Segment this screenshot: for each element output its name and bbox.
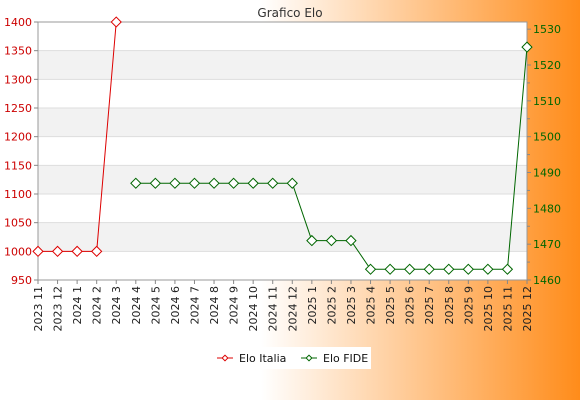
grid-band bbox=[38, 165, 527, 194]
x-tick-label: 2023 12 bbox=[52, 286, 65, 332]
data-point bbox=[32, 245, 44, 257]
legend-swatch-marker bbox=[221, 354, 229, 362]
x-tick-label: 2024 10 bbox=[247, 286, 260, 332]
y-left-tick-label: 1100 bbox=[4, 188, 32, 201]
y-left-tick-label: 1250 bbox=[4, 102, 32, 115]
y-left-tick-label: 1150 bbox=[4, 159, 32, 172]
y-left-tick-label: 1000 bbox=[4, 245, 32, 258]
x-tick-label: 2025 11 bbox=[501, 286, 514, 332]
y-right-tick-label: 1500 bbox=[533, 131, 561, 144]
x-tick-label: 2025 3 bbox=[345, 286, 358, 325]
legend: Elo Italia Elo FIDE bbox=[211, 347, 371, 369]
legend-label: Elo FIDE bbox=[323, 352, 368, 365]
y-left-tick-label: 1350 bbox=[4, 45, 32, 58]
data-point bbox=[51, 245, 64, 257]
y-left-tick-label: 1300 bbox=[4, 73, 32, 86]
x-tick-label: 2025 4 bbox=[365, 286, 378, 325]
x-tick-label: 2024 8 bbox=[208, 286, 221, 325]
y-right-tick-label: 1470 bbox=[533, 238, 561, 251]
grid-band bbox=[38, 108, 527, 137]
y-right-tick-label: 1490 bbox=[533, 167, 561, 180]
data-point bbox=[286, 177, 298, 189]
data-point bbox=[501, 263, 514, 275]
x-tick-label: 2024 3 bbox=[110, 286, 123, 325]
data-point bbox=[521, 41, 533, 53]
data-point bbox=[227, 177, 240, 189]
data-point bbox=[384, 263, 396, 275]
x-tick-label: 2023 11 bbox=[32, 286, 45, 332]
legend-box bbox=[211, 347, 371, 369]
legend-swatch-marker bbox=[305, 354, 313, 362]
x-tick-label: 2024 11 bbox=[267, 286, 280, 332]
data-point bbox=[208, 177, 220, 189]
data-point bbox=[443, 263, 455, 275]
series-elo-fide bbox=[130, 41, 533, 275]
y-left-tick-label: 1400 bbox=[4, 16, 32, 29]
x-tick-label: 2024 12 bbox=[286, 286, 299, 332]
y-left-tick-label: 1200 bbox=[4, 131, 32, 144]
series-elo-italia bbox=[32, 16, 122, 257]
data-point bbox=[110, 16, 122, 28]
data-point bbox=[325, 234, 338, 247]
plot-border bbox=[37, 21, 528, 281]
x-tick-label: 2025 1 bbox=[306, 286, 319, 325]
data-point bbox=[91, 245, 103, 257]
y-left-tick-label: 950 bbox=[11, 274, 32, 287]
data-point bbox=[247, 177, 259, 189]
data-point bbox=[306, 234, 318, 247]
x-tick-label: 2025 5 bbox=[384, 286, 397, 325]
y-right-tick-label: 1520 bbox=[533, 59, 561, 72]
x-tick-label: 2025 2 bbox=[325, 286, 338, 325]
data-point bbox=[364, 263, 377, 275]
y-right-tick-label: 1460 bbox=[533, 274, 561, 287]
data-point bbox=[267, 177, 279, 189]
x-tick-label: 2025 7 bbox=[423, 286, 436, 325]
x-tick-label: 2025 6 bbox=[404, 286, 417, 325]
legend-label: Elo Italia bbox=[239, 352, 286, 365]
y-right-tick-label: 1480 bbox=[533, 202, 561, 215]
x-tick-label: 2024 7 bbox=[188, 286, 201, 325]
x-tick-label: 2025 8 bbox=[443, 286, 456, 325]
x-tick-label: 2024 4 bbox=[130, 286, 143, 325]
data-point bbox=[462, 263, 474, 275]
data-point bbox=[130, 177, 142, 189]
data-point bbox=[149, 177, 162, 189]
grid-band bbox=[38, 222, 527, 252]
y-right-tick-label: 1530 bbox=[533, 23, 561, 36]
data-point bbox=[345, 234, 357, 247]
y-left-tick-label: 1050 bbox=[4, 217, 32, 230]
x-tick-label: 2024 9 bbox=[228, 286, 241, 325]
data-point bbox=[482, 263, 494, 275]
x-tick-label: 2024 2 bbox=[91, 286, 104, 325]
data-point bbox=[71, 245, 83, 257]
x-tick-label: 2025 9 bbox=[462, 286, 475, 325]
x-tick-label: 2025 12 bbox=[521, 286, 534, 332]
plot-area: 950 1000 1050 1100 1150 1200 1250 1300 1350 1400 1… bbox=[4, 16, 561, 332]
x-tick-label: 2024 1 bbox=[71, 286, 84, 325]
x-tick-label: 2024 6 bbox=[169, 286, 182, 325]
data-point bbox=[403, 263, 416, 275]
data-point bbox=[423, 263, 435, 275]
data-point bbox=[169, 177, 181, 189]
x-tick-label: 2025 10 bbox=[482, 286, 495, 332]
data-point bbox=[188, 177, 201, 189]
y-right-tick-label: 1510 bbox=[533, 95, 561, 108]
grid-band bbox=[38, 50, 527, 80]
chart-title: Grafico Elo bbox=[257, 6, 322, 20]
x-tick-label: 2024 5 bbox=[149, 286, 162, 325]
